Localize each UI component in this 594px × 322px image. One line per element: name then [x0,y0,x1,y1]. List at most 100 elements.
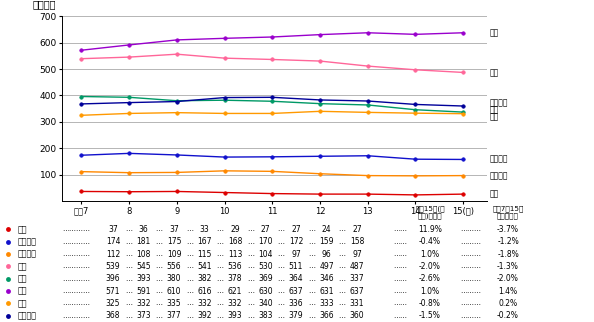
Text: 331: 331 [350,299,364,308]
Text: 511: 511 [289,262,303,271]
Text: …: … [125,226,132,232]
Text: 368: 368 [106,311,120,320]
Text: …: … [338,251,345,257]
Text: 378: 378 [228,274,242,283]
Text: 情報通信: 情報通信 [489,98,508,107]
Text: 運輸: 運輸 [489,113,499,122]
Text: ………: ……… [460,226,481,232]
Text: 27: 27 [352,225,362,234]
Text: 332: 332 [136,299,151,308]
Text: …: … [308,239,315,245]
Text: 建設: 建設 [18,262,27,271]
Text: …: … [247,313,254,319]
Text: …: … [277,313,285,319]
Text: 380: 380 [167,274,181,283]
Text: …: … [125,300,132,307]
Text: …: … [247,300,254,307]
Text: …: … [216,300,223,307]
Text: …: … [277,288,285,294]
Text: …: … [277,251,285,257]
Text: 輸送機械: 輸送機械 [489,171,508,180]
Text: …: … [216,263,223,270]
Text: 337: 337 [350,274,364,283]
Text: 591: 591 [136,287,151,296]
Text: 181: 181 [137,237,151,246]
Text: 卸売: 卸売 [489,106,499,115]
Text: 373: 373 [136,311,151,320]
Text: 379: 379 [289,311,304,320]
Text: 輸送機械: 輸送機械 [18,250,37,259]
Text: …: … [186,276,192,282]
Text: …: … [216,251,223,257]
Text: 631: 631 [319,287,334,296]
Text: 556: 556 [167,262,181,271]
Text: …: … [277,276,285,282]
Text: ……: …… [393,251,407,257]
Text: …: … [247,263,254,270]
Text: -2.6%: -2.6% [419,274,441,283]
Text: ………: ……… [460,288,481,294]
Text: …: … [308,288,315,294]
Text: …: … [216,288,223,294]
Text: …: … [247,226,254,232]
Text: …: … [155,239,162,245]
Text: -0.4%: -0.4% [419,237,441,246]
Text: 109: 109 [167,250,181,259]
Text: …: … [186,313,192,319]
Text: ……: …… [393,300,407,307]
Text: …: … [338,300,345,307]
Text: 1.0%: 1.0% [421,287,440,296]
Text: 530: 530 [258,262,273,271]
Text: …: … [125,263,132,270]
Text: …: … [155,288,162,294]
Text: ……: …… [393,288,407,294]
Text: 104: 104 [258,250,273,259]
Text: …: … [155,226,162,232]
Text: 115: 115 [197,250,211,259]
Text: …: … [125,288,132,294]
Text: 27: 27 [261,225,270,234]
Text: …: … [186,263,192,270]
Text: 392: 392 [197,311,211,320]
Text: 24: 24 [322,225,331,234]
Text: 電気機械: 電気機械 [489,155,508,164]
Text: …: … [338,313,345,319]
Text: 396: 396 [106,274,121,283]
Text: 168: 168 [228,237,242,246]
Text: …: … [338,226,345,232]
Text: -1.5%: -1.5% [419,311,441,320]
Text: …: … [155,276,162,282]
Text: 1.4%: 1.4% [498,287,517,296]
Text: -1.2%: -1.2% [497,237,519,246]
Text: 340: 340 [258,299,273,308]
Text: 325: 325 [106,299,120,308]
Text: …………: ………… [62,288,90,294]
Text: …: … [155,263,162,270]
Text: 571: 571 [106,287,120,296]
Text: 平成7～15年: 平成7～15年 [492,205,524,212]
Text: …: … [247,251,254,257]
Text: 366: 366 [319,311,334,320]
Text: 33: 33 [200,225,209,234]
Text: -0.2%: -0.2% [497,311,519,320]
Text: 鉄鋼: 鉄鋼 [489,190,499,199]
Text: ……: …… [393,276,407,282]
Text: …: … [125,276,132,282]
Text: 536: 536 [228,262,242,271]
Text: 鉄鋼: 鉄鋼 [18,225,27,234]
Text: …: … [125,251,132,257]
Text: 36: 36 [138,225,148,234]
Text: ………: ……… [460,263,481,270]
Text: ……: …… [393,263,407,270]
Text: 332: 332 [228,299,242,308]
Text: -0.8%: -0.8% [419,299,441,308]
Text: 建設: 建設 [489,68,499,77]
Text: …: … [125,239,132,245]
Text: 333: 333 [319,299,334,308]
Text: …: … [216,276,223,282]
Text: ………: ……… [460,239,481,245]
Text: 630: 630 [258,287,273,296]
Text: 1.0%: 1.0% [421,250,440,259]
Text: 383: 383 [258,311,273,320]
Text: 346: 346 [319,274,334,283]
